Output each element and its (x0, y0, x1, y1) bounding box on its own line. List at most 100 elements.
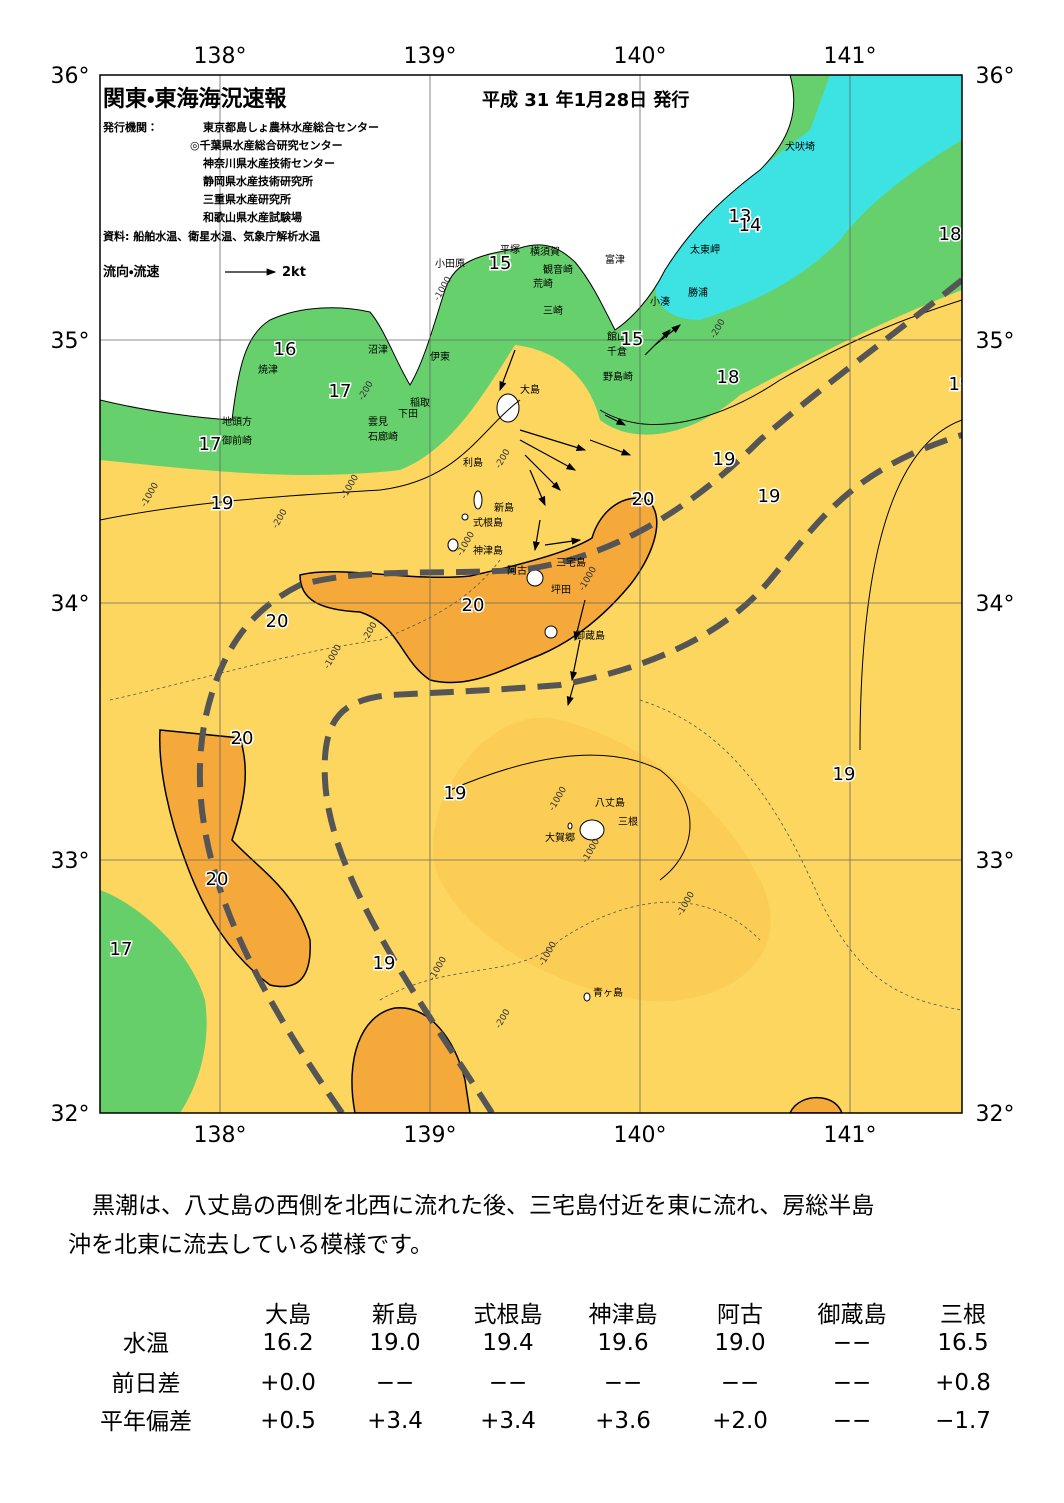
temperature-label: 20 (462, 595, 485, 616)
table-cell: −− (489, 1370, 528, 1396)
place-label: 平塚 (500, 244, 520, 256)
table-header: 阿古 (717, 1302, 763, 1328)
place-label: 石廊崎 (368, 430, 398, 443)
table-header: 神津島 (589, 1302, 658, 1328)
row-label: 平年偏差 (100, 1409, 192, 1435)
table-cell: +3.4 (480, 1408, 536, 1434)
place-label: 犬吠埼 (785, 140, 815, 153)
lon-label: 139° (404, 1123, 457, 1148)
place-label: 大賀郷 (545, 831, 575, 844)
map-title: 関東・東海海況速報 (103, 86, 287, 112)
legend-label: 流向・流速 (103, 264, 159, 280)
temperature-label: 18 (717, 367, 740, 388)
lat-label: 32° (51, 1102, 90, 1127)
temperature-label: 19 (373, 953, 396, 974)
table-cell: −− (376, 1370, 415, 1396)
table-cell: +0.0 (260, 1370, 316, 1396)
place-label: 太東岬 (690, 243, 720, 256)
place-label: 大島 (520, 383, 540, 396)
place-label: 稲取 (410, 397, 430, 409)
place-label: 新島 (494, 501, 514, 514)
table-header: 新島 (372, 1302, 418, 1328)
lon-label: 140° (614, 1123, 667, 1148)
publisher: 神奈川県水産技術センター (202, 156, 335, 170)
lat-label: 34° (976, 592, 1015, 617)
table-header: 三根 (940, 1302, 986, 1328)
publisher: ◎千葉県水産総合研究センター (190, 138, 343, 152)
table-cell: +0.5 (260, 1408, 316, 1434)
place-label: 小湊 (650, 295, 670, 308)
place-label: 下田 (398, 409, 418, 420)
table-cell: −− (721, 1370, 760, 1396)
sea-zone (432, 717, 771, 1002)
table-cell: 19.0 (714, 1330, 765, 1356)
place-label: 小田原 (435, 258, 465, 270)
lat-label: 36° (51, 64, 90, 89)
lat-label: 36° (976, 64, 1015, 89)
place-label: 三根 (618, 815, 638, 828)
temperature-label: 14 (739, 215, 762, 236)
temperature-label: 19 (949, 374, 972, 395)
temperature-label: 15 (489, 253, 512, 274)
table-cell: +2.0 (712, 1408, 768, 1434)
temperature-label: 20 (632, 489, 655, 510)
lat-label: 33° (976, 849, 1015, 874)
temperature-label: 19 (713, 449, 736, 470)
table-cell: +3.4 (367, 1408, 423, 1434)
summary-line: 沖を北東に流去している模様です。 (68, 1232, 433, 1258)
place-label: 荒崎 (533, 277, 553, 290)
land (100, 75, 794, 420)
temperature-label: 19 (833, 764, 856, 785)
temperature-label: 19 (758, 486, 781, 507)
kuroshio-axis (196, 277, 962, 1113)
temperature-label: 17 (110, 939, 133, 960)
table-cell: −− (833, 1370, 872, 1396)
table-header: 大島 (265, 1302, 311, 1328)
isobaths (109, 559, 962, 1011)
place-label: 三宅島 (556, 556, 586, 569)
place-label: 式根島 (473, 516, 503, 529)
temperature-label: 16 (274, 339, 297, 360)
coastline (100, 75, 795, 421)
publisher: 静岡県水産技術研究所 (203, 174, 313, 188)
place-label: 坪田 (551, 583, 571, 596)
sea-cold (100, 890, 207, 1113)
publisher: 和歌山県水産試験場 (203, 210, 302, 224)
lon-label: 138° (194, 1123, 247, 1148)
lon-label: 141° (824, 1123, 877, 1148)
place-label: 焼津 (258, 364, 278, 376)
table-cell: 16.2 (262, 1330, 313, 1356)
place-label: 観音崎 (543, 263, 573, 276)
place-label: 伊東 (430, 350, 450, 363)
place-label: 富津 (605, 253, 625, 266)
legend-unit: 2kt (282, 265, 306, 280)
lat-label: 32° (976, 1102, 1015, 1127)
place-label: 横須賀 (530, 245, 560, 258)
place-label: 三崎 (543, 304, 563, 317)
temperature-label: 17 (329, 381, 352, 402)
temperature-label: 17 (199, 434, 222, 455)
temperature-label: 20 (206, 869, 229, 890)
lat-label: 35° (976, 329, 1015, 354)
publisher: 東京都島しょ農林水産総合センター (203, 120, 379, 134)
place-label: 野島崎 (603, 370, 633, 383)
lon-label: 141° (824, 44, 877, 69)
place-label: 阿古 (507, 564, 527, 577)
table-cell: −− (604, 1370, 643, 1396)
temperature-label: 13 (729, 206, 752, 227)
publisher-label: 発行機関： (102, 120, 158, 134)
isotherms (100, 299, 962, 881)
place-label: 勝浦 (688, 286, 708, 299)
publisher: 三重県水産研究所 (203, 192, 291, 206)
place-label: 青ヶ島 (593, 986, 623, 999)
temperature-label: 19 (444, 783, 467, 804)
table-cell: 16.5 (937, 1330, 988, 1356)
summary-line: 黒潮は、八丈島の西側を北西に流れた後、三宅島付近を東に流れ、房総半島 (92, 1193, 874, 1219)
sea-coldest (655, 75, 962, 320)
islands (447, 393, 605, 1002)
warm-core (789, 1096, 843, 1113)
